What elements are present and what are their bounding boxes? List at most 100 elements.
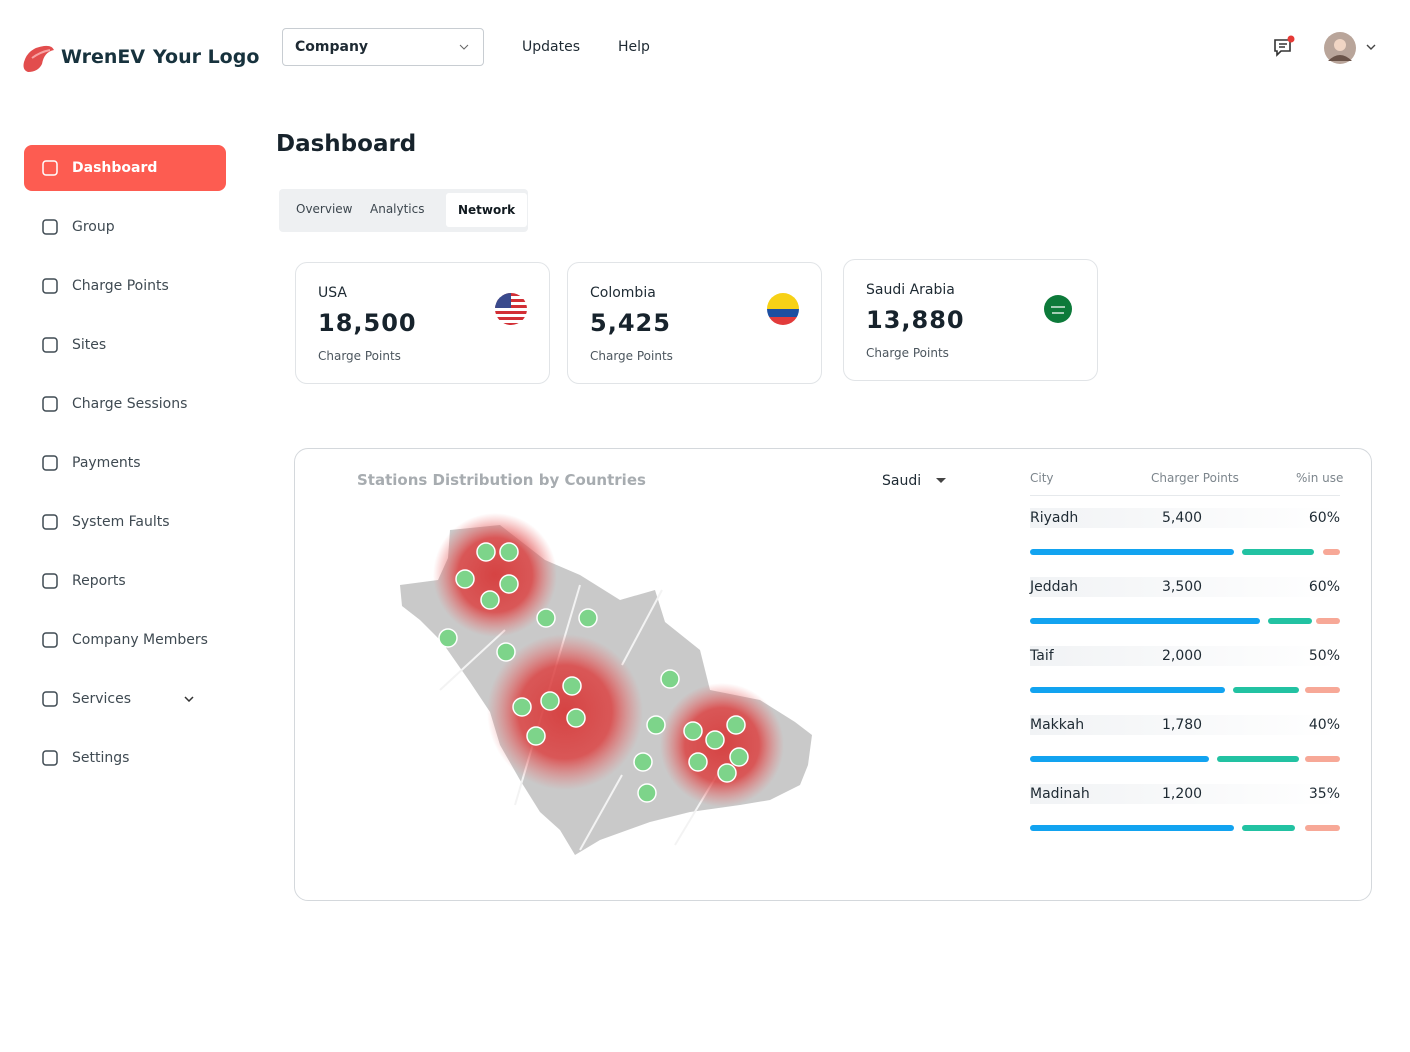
menu-label: Settings — [72, 750, 130, 766]
menu-icon — [42, 219, 58, 235]
filter-label: Saudi — [882, 473, 922, 489]
caret — [935, 478, 946, 483]
stat-value: 13,880 — [866, 306, 965, 334]
bar — [1316, 618, 1340, 624]
city: Taif — [1030, 648, 1054, 664]
city: Madinah — [1030, 786, 1090, 802]
menu-item[interactable]: Company Members — [24, 617, 226, 663]
country: Colombia — [590, 285, 656, 301]
country-filter[interactable]: Saudi — [882, 473, 946, 489]
flag — [767, 293, 799, 325]
menu-item[interactable]: Settings — [24, 735, 226, 781]
tabs: Overview Analytics Network — [279, 189, 528, 232]
charger-points: 5,400 — [1162, 510, 1203, 526]
bar — [1030, 825, 1234, 831]
menu-item[interactable]: Charge Sessions — [24, 381, 226, 427]
in-use: 40% — [1308, 717, 1340, 733]
charger-points: 3,500 — [1162, 579, 1203, 595]
stat-label: Charge Points — [590, 349, 673, 363]
bar — [1242, 825, 1295, 831]
brand-icon — [23, 45, 54, 72]
select-label: Company — [295, 39, 369, 55]
menu-label: Charge Sessions — [72, 396, 188, 412]
menu-icon — [42, 573, 58, 589]
bar — [1030, 549, 1234, 555]
divider — [1030, 495, 1340, 496]
menu-label: Dashboard — [72, 160, 158, 176]
expand-chevron — [184, 696, 194, 702]
company-select[interactable]: Company — [282, 28, 484, 66]
menu-label: Company Members — [72, 632, 208, 648]
city-row: Makkah 1,780 40% — [1030, 715, 1340, 735]
chevron — [459, 44, 469, 50]
in-use: 35% — [1308, 786, 1340, 802]
in-use: 60% — [1308, 510, 1340, 526]
map — [400, 513, 812, 855]
charger-points: 1,780 — [1162, 717, 1203, 733]
panel-title: Stations Distribution by Countries — [357, 471, 646, 489]
logo-text: Your Logo — [153, 46, 260, 68]
menu-label: Reports — [72, 573, 126, 589]
bar — [1233, 687, 1299, 693]
flag — [495, 293, 527, 325]
city-row: Riyadh 5,400 60% — [1030, 508, 1340, 528]
menu-item[interactable]: Sites — [24, 322, 226, 368]
menu-item[interactable]: System Faults — [24, 499, 226, 545]
avatar-menu[interactable] — [1323, 31, 1381, 65]
menu-label: System Faults — [72, 514, 170, 530]
stat-label: Charge Points — [318, 349, 401, 363]
menu-item[interactable]: Reports — [24, 558, 226, 604]
bar — [1242, 549, 1314, 555]
city-row: Taif 2,000 50% — [1030, 646, 1340, 666]
brand: WrenEV — [61, 46, 146, 68]
column-header: Charger Points — [1151, 471, 1239, 485]
bar — [1323, 549, 1340, 555]
tab[interactable]: Overview — [296, 202, 353, 216]
stat-card: USA 18,500 Charge Points — [295, 262, 550, 384]
bar — [1305, 687, 1340, 693]
column-header: %in use — [1296, 471, 1344, 485]
stat-label: Charge Points — [866, 346, 949, 360]
stat-value: 5,425 — [590, 309, 671, 337]
tab[interactable]: Analytics — [370, 202, 425, 216]
bar — [1030, 687, 1225, 693]
menu-label: Group — [72, 219, 115, 235]
menu-item[interactable]: Charge Points — [24, 263, 226, 309]
menu-icon — [42, 691, 58, 707]
bar — [1217, 756, 1299, 762]
city-row: Madinah 1,200 35% — [1030, 784, 1340, 804]
city-row: Jeddah 3,500 60% — [1030, 577, 1340, 597]
menu-icon — [42, 396, 58, 412]
menu-item[interactable]: Dashboard — [24, 145, 226, 191]
menu-label: Services — [72, 691, 132, 707]
tab[interactable]: Network — [446, 193, 528, 227]
bar — [1305, 825, 1340, 831]
menu-icon — [42, 750, 58, 766]
country: USA — [318, 285, 347, 301]
city: Riyadh — [1030, 510, 1079, 526]
menu-icon — [42, 455, 58, 471]
menu-label: Sites — [72, 337, 107, 353]
page-title: Dashboard — [276, 131, 417, 157]
stat-value: 18,500 — [318, 309, 417, 337]
menu-item[interactable]: Services — [24, 676, 226, 722]
city: Makkah — [1030, 717, 1085, 733]
column-header: City — [1030, 471, 1054, 485]
menu-item[interactable]: Payments — [24, 440, 226, 486]
menu-label: Payments — [72, 455, 141, 471]
country: Saudi Arabia — [866, 282, 955, 298]
nav-link[interactable]: Help — [618, 39, 650, 55]
charger-points: 2,000 — [1162, 648, 1203, 664]
menu-icon — [42, 514, 58, 530]
bar — [1268, 618, 1312, 624]
in-use: 60% — [1308, 579, 1340, 595]
bar — [1030, 756, 1209, 762]
menu-item[interactable]: Group — [24, 204, 226, 250]
stat-card: Saudi Arabia 13,880 Charge Points — [843, 259, 1098, 381]
distribution-panel — [294, 448, 1372, 901]
nav-link[interactable]: Updates — [522, 39, 580, 55]
messages-icon[interactable] — [1272, 35, 1296, 59]
bar — [1305, 756, 1340, 762]
menu-icon — [42, 278, 58, 294]
